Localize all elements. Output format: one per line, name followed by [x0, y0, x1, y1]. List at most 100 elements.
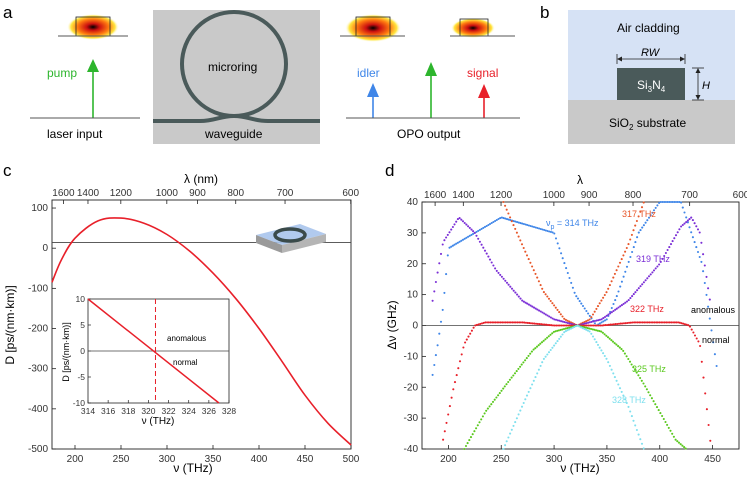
data-point [495, 269, 498, 272]
data-point [644, 321, 648, 324]
data-point [557, 329, 560, 332]
data-point [441, 308, 444, 311]
top-tick-label: 800 [625, 190, 642, 201]
data-point [456, 218, 459, 221]
data-point [700, 241, 703, 244]
x-tick-label: 450 [704, 454, 721, 465]
data-point [629, 255, 632, 259]
data-point [514, 321, 517, 324]
data-point [612, 323, 615, 326]
panel-b-letter: b [540, 3, 549, 22]
data-point [685, 323, 688, 326]
data-point [627, 243, 630, 246]
data-point [683, 446, 686, 449]
data-point [504, 444, 507, 447]
data-point [519, 321, 522, 324]
data-point [498, 392, 501, 395]
data-point [497, 271, 500, 274]
data-point [690, 231, 693, 234]
data-point [678, 200, 681, 204]
x-tick-label: 300 [546, 454, 563, 465]
data-point [467, 225, 470, 228]
data-point [556, 308, 559, 311]
data-point [646, 219, 649, 222]
data-point [685, 216, 688, 219]
data-point [611, 323, 614, 326]
chart-c-ylabel: D [ps/(nm·km)] [3, 285, 17, 364]
data-point [482, 321, 485, 324]
top-tick-label: 600 [342, 188, 359, 199]
data-point [480, 322, 484, 325]
data-point [560, 252, 563, 255]
panel-d-chart: d 200 250 300 350 400 450 40 30 20 10 0 -10 -20 -30 -4… [385, 161, 747, 475]
microring-label: microring [208, 60, 257, 74]
data-point [522, 401, 525, 405]
data-point [678, 228, 681, 231]
data-point [561, 257, 564, 260]
data-point [547, 297, 551, 300]
data-point [576, 324, 579, 327]
data-point [536, 372, 539, 375]
data-point [534, 226, 537, 229]
top-tick-label: 1000 [543, 190, 566, 201]
data-point [595, 341, 598, 344]
data-point [524, 359, 527, 362]
x-tick-label: 400 [251, 454, 268, 465]
data-point [623, 352, 626, 355]
inset-x-tick-label: 320 [141, 406, 155, 416]
data-point [599, 324, 602, 327]
data-point [598, 322, 601, 325]
data-point [445, 236, 448, 239]
data-point [522, 246, 525, 250]
data-point [634, 424, 637, 427]
data-point [551, 332, 554, 335]
data-point [645, 388, 648, 391]
series-label: 322 THz [630, 304, 664, 314]
data-point [639, 376, 642, 380]
data-point [462, 346, 465, 349]
data-point [644, 385, 647, 388]
data-point [563, 317, 566, 320]
data-point [528, 322, 531, 325]
data-point [606, 323, 609, 327]
data-point [606, 336, 610, 339]
data-point [524, 398, 527, 401]
data-point [583, 327, 586, 331]
data-point [520, 243, 524, 246]
y-tick-label: 40 [407, 197, 419, 208]
data-point [602, 296, 605, 299]
data-point [544, 229, 547, 232]
data-point [519, 239, 522, 242]
data-point [461, 238, 465, 241]
data-point [554, 342, 557, 345]
series-322 THz [442, 321, 712, 442]
data-point [558, 311, 561, 314]
data-point [610, 339, 613, 342]
data-point [511, 321, 514, 324]
data-point [665, 321, 668, 324]
data-point [634, 241, 637, 244]
chart-c-xlabel: ν (THz) [173, 461, 212, 475]
data-point [558, 319, 561, 322]
data-point [702, 270, 705, 273]
data-point [642, 382, 645, 385]
data-point [617, 383, 620, 386]
inset-x-tick-label: 316 [101, 406, 115, 416]
data-point [561, 328, 564, 331]
y-tick-label: -300 [28, 364, 48, 375]
data-point [612, 372, 615, 375]
data-point [624, 270, 627, 273]
data-point [671, 200, 674, 204]
chart-d-normal-label: normal [702, 335, 730, 345]
data-point [457, 367, 460, 370]
series-325 THz [463, 324, 687, 451]
data-point [476, 424, 479, 427]
panel-b: b Air cladding Si3N4 RW H SiO2 substrate [540, 3, 735, 144]
data-point [514, 291, 517, 294]
data-point [612, 309, 615, 313]
h-dimension [692, 67, 704, 101]
data-point [543, 323, 546, 326]
data-point [669, 200, 673, 204]
data-point [590, 327, 593, 331]
data-point [590, 324, 593, 327]
